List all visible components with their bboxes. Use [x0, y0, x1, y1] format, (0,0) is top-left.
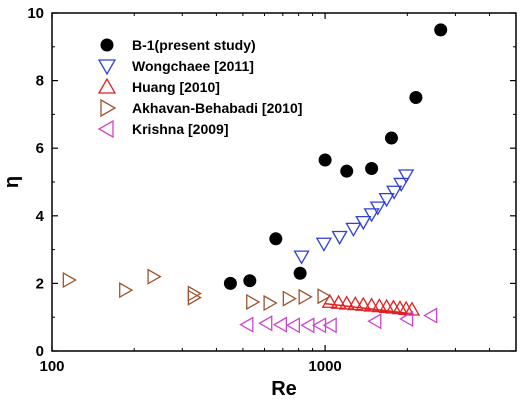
legend-marker-4 [97, 119, 114, 139]
legend: B-1(present study) Wongchaee [2011] Huang … [97, 37, 302, 139]
data-point-series-4 [399, 310, 414, 328]
data-point-series-4 [239, 316, 254, 333]
data-point-series-2 [355, 296, 372, 311]
data-point-series-0 [434, 23, 448, 37]
data-point-series-4 [311, 317, 327, 334]
data-point-series-0 [340, 164, 354, 178]
data-point-series-3 [246, 293, 261, 311]
data-point-series-1 [393, 177, 410, 193]
data-point-series-3 [263, 294, 278, 312]
y-tick-label: 4 [36, 208, 45, 225]
data-point-series-1 [331, 230, 348, 246]
data-point-series-0 [223, 276, 237, 290]
plot-frame [51, 12, 517, 352]
data-point-series-4 [285, 317, 301, 334]
legend-marker-2 [97, 77, 117, 94]
data-point-series-0 [365, 161, 379, 175]
x-axis-label: Re [271, 378, 297, 400]
y-tick-label: 6 [36, 140, 44, 157]
legend-label-4: Krishna [2009] [132, 121, 228, 137]
legend-marker-1 [97, 59, 117, 76]
data-point-series-2 [321, 293, 338, 308]
data-point-series-2 [363, 297, 380, 312]
data-point-series-0 [293, 266, 307, 280]
data-point-series-1 [369, 201, 386, 216]
data-point-series-3 [282, 290, 297, 307]
y-tick-label: 10 [27, 5, 44, 22]
data-point-series-0 [318, 153, 332, 167]
x-tick-label: 100 [39, 358, 64, 375]
data-point-series-1 [293, 250, 310, 265]
y-tick-label: 8 [36, 73, 44, 90]
data-point-series-1 [315, 237, 333, 252]
data-point-series-4 [367, 313, 382, 330]
y-tick-label: 0 [36, 343, 44, 360]
data-point-series-1 [363, 208, 380, 223]
legend-label-1: Wongchaee [2011] [132, 58, 254, 74]
data-point-series-1 [386, 185, 403, 200]
data-point-series-1 [378, 192, 395, 208]
legend-label-3: Akhavan-Behabadi [2010] [132, 100, 302, 116]
data-point-series-3 [147, 268, 162, 285]
data-point-series-1 [345, 222, 362, 237]
data-point-series-3 [62, 271, 77, 289]
data-point-series-0 [243, 274, 257, 288]
y-axis-label: η [1, 176, 23, 188]
data-point-series-3 [317, 288, 332, 305]
legend-label-0: B-1(present study) [132, 37, 256, 53]
data-point-series-4 [423, 307, 438, 324]
data-point-series-3 [187, 289, 202, 306]
data-point-series-4 [322, 317, 337, 334]
data-point-series-2 [338, 295, 355, 310]
legend-marker-3 [100, 98, 117, 118]
data-point-series-2 [398, 300, 415, 315]
data-point-series-2 [330, 294, 347, 309]
data-point-series-2 [347, 296, 364, 311]
data-point-series-3 [119, 282, 134, 299]
data-point-series-3 [298, 288, 313, 306]
data-point-series-4 [272, 316, 287, 333]
x-tick-label: 1000 [308, 358, 341, 375]
legend-marker-0 [100, 38, 114, 52]
data-point-series-0 [269, 232, 283, 246]
data-point-series-4 [258, 315, 273, 332]
legend-label-2: Huang [2010] [132, 79, 220, 95]
y-tick-label: 2 [36, 275, 44, 292]
data-point-series-1 [398, 169, 415, 184]
data-point-series-0 [409, 91, 423, 104]
data-point-series-0 [384, 131, 398, 145]
data-point-series-1 [355, 215, 372, 231]
plot-area: 0 2 4 6 8 10 100 1000 [27, 5, 517, 375]
